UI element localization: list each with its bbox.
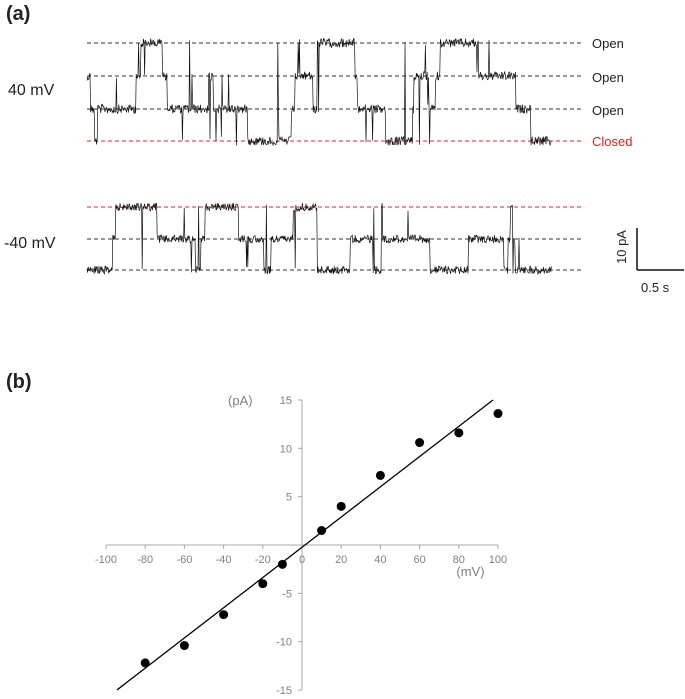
y-tick-label: 5 [286, 492, 292, 504]
data-point [140, 658, 150, 668]
x-tick-label: -20 [255, 554, 271, 566]
x-tick-label: -100 [95, 554, 117, 566]
voltage-label-40mv: 40 mV [8, 82, 55, 99]
scale-bar: 10 pA 0.5 s [614, 228, 684, 295]
x-tick-label: 0 [299, 554, 305, 566]
state-label-open-2: Open [592, 70, 624, 85]
x-tick-label: 80 [453, 554, 465, 566]
x-tick-label: 100 [489, 554, 507, 566]
fit-line [116, 399, 494, 691]
data-point [317, 526, 327, 535]
x-tick-label: 20 [335, 554, 347, 566]
trace-minus40mv: -40 mV [4, 202, 583, 276]
iv-chart: -100 -80 -60 -40 -20 0 20 40 60 80 100 -15 -10 -5 5 10 1… [95, 393, 507, 697]
y-tick-label: 10 [280, 443, 292, 455]
x-tick-label: -80 [137, 554, 153, 566]
data-point [277, 559, 287, 569]
x-tick-label: -40 [216, 554, 232, 566]
state-label-open-3: Open [592, 36, 624, 51]
data-point [415, 438, 425, 448]
y-tick-label: 15 [280, 395, 292, 407]
y-tick-label: -5 [282, 588, 292, 600]
y-axis-unit: (pA) [228, 393, 253, 408]
trace-40mv: 40 mV Open Open Open Closed [8, 36, 632, 149]
data-point [336, 501, 346, 511]
panel-b-label: (b) [6, 371, 32, 393]
trace-40mv-signal [86, 37, 552, 147]
data-point [493, 409, 503, 419]
x-tick-label: -60 [176, 554, 192, 566]
x-axis-unit: (mV) [456, 564, 484, 579]
trace-minus40mv-signal [86, 202, 552, 276]
data-point [454, 428, 464, 438]
y-tick-label: -15 [276, 685, 292, 697]
data-point [258, 579, 268, 589]
scale-bar-x-label: 0.5 s [641, 280, 670, 295]
state-label-closed: Closed [592, 134, 632, 149]
panel-a-label: (a) [6, 3, 30, 25]
voltage-label-minus40mv: -40 mV [4, 235, 56, 252]
data-point [179, 641, 189, 651]
state-label-open-1: Open [592, 103, 624, 118]
x-tick-label: 60 [413, 554, 425, 566]
data-point [375, 470, 385, 480]
data-point [219, 610, 229, 620]
y-tick-label: -10 [276, 637, 292, 649]
x-tick-label: 40 [374, 554, 386, 566]
scale-bar-y-label: 10 pA [614, 230, 629, 264]
